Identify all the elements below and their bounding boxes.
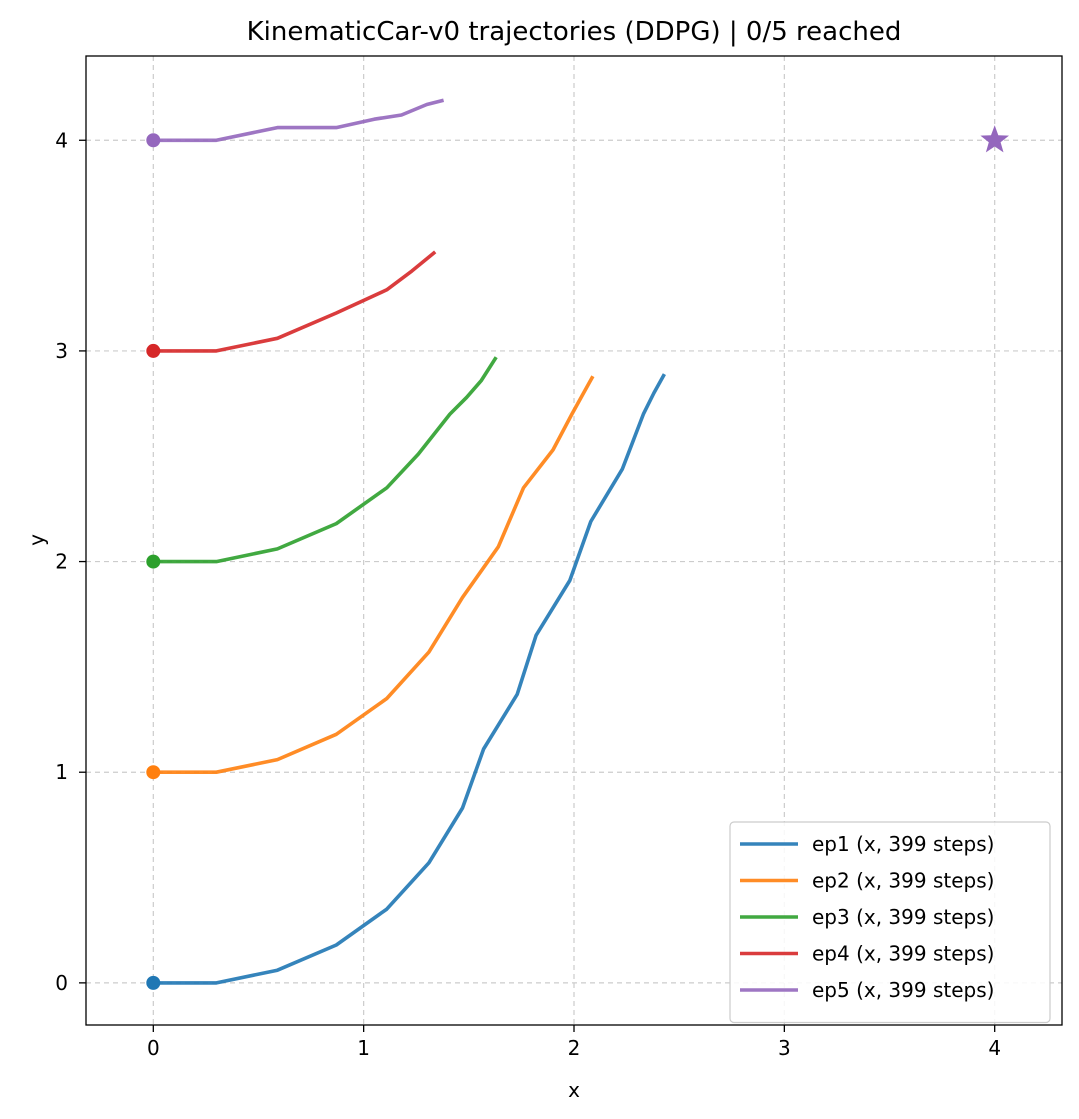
y-tick-label: 1 — [55, 760, 68, 784]
series-line-ep2 — [153, 375, 595, 774]
legend-label-ep4: ep4 (x, 399 steps) — [812, 942, 994, 966]
start-marker-ep4 — [146, 343, 161, 358]
x-tick-label: 3 — [778, 1036, 791, 1060]
start-marker-ep3 — [146, 554, 161, 569]
plot-area: 0 1 2 3 4 0 1 2 3 4 — [55, 55, 1063, 1060]
y-tick-label: 4 — [55, 128, 68, 152]
legend-label-ep3: ep3 (x, 399 steps) — [812, 905, 994, 929]
legend: ep1 (x, 399 steps) ep2 (x, 399 steps) ep3 … — [729, 821, 1051, 1024]
series-line-ep4 — [153, 250, 437, 353]
y-tick-label: 3 — [55, 339, 68, 363]
y-tick-label: 0 — [55, 971, 68, 995]
legend-label-ep5: ep5 (x, 399 steps) — [812, 978, 994, 1002]
series-line-ep1 — [153, 373, 666, 985]
y-tick-label: 2 — [55, 550, 68, 574]
x-tick-label: 1 — [357, 1036, 370, 1060]
series-lines — [153, 98, 666, 985]
x-tick-label: 2 — [568, 1036, 581, 1060]
legend-box — [729, 821, 1051, 1024]
y-axis-label: y — [25, 534, 49, 546]
series-line-ep3 — [153, 356, 498, 564]
start-marker-ep1 — [146, 975, 161, 990]
legend-label-ep1: ep1 (x, 399 steps) — [812, 832, 994, 856]
x-tick-label: 4 — [988, 1036, 1001, 1060]
legend-label-ep2: ep2 (x, 399 steps) — [812, 869, 994, 893]
x-axis-label: x — [568, 1078, 580, 1102]
x-tick-label: 0 — [147, 1036, 160, 1060]
start-marker-ep5 — [146, 133, 161, 148]
start-marker-ep2 — [146, 765, 161, 780]
series-line-ep5 — [153, 98, 445, 143]
goal-star-marker — [980, 125, 1009, 153]
chart-title: KinematicCar-v0 trajectories (DDPG) | 0/… — [247, 17, 902, 47]
